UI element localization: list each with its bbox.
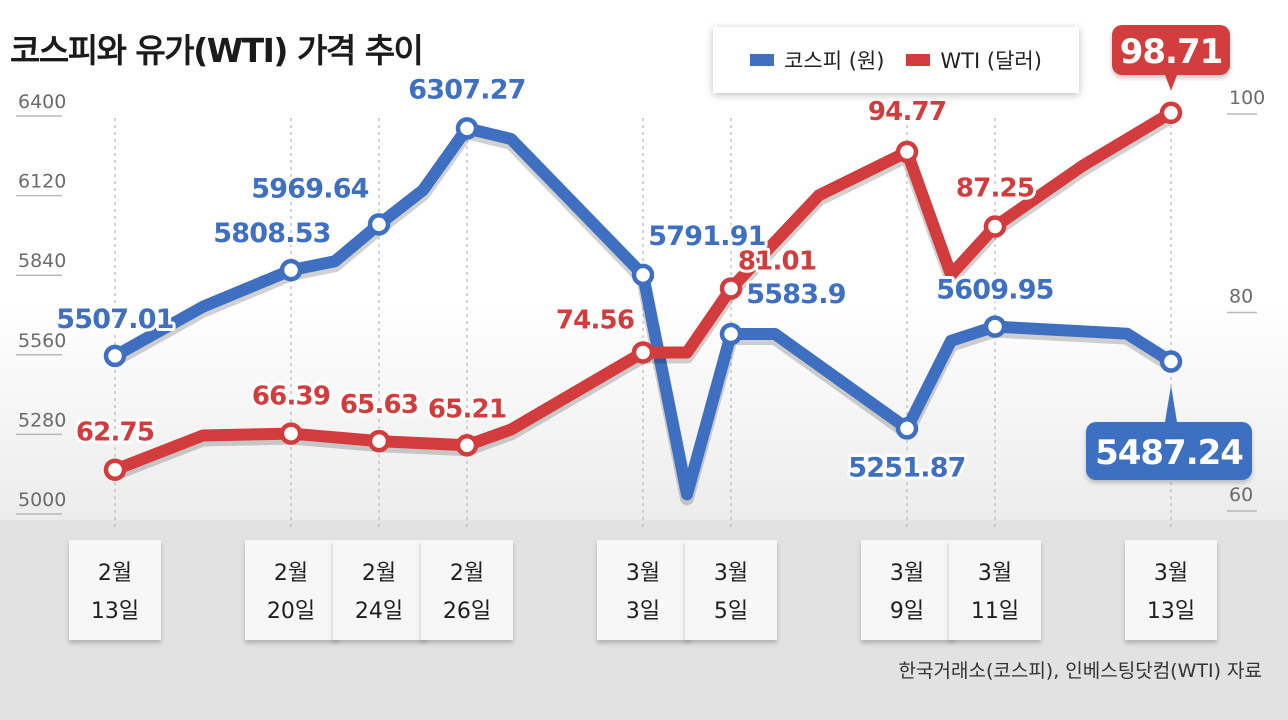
x-tick-label-month: 3월 [1154, 561, 1188, 586]
legend-label-wti: WTI (달러) [940, 49, 1042, 73]
data-label-kospi: 5507.01 [56, 304, 173, 335]
data-label-kospi: 5808.53 [213, 218, 330, 249]
data-label-kospi: 5969.64 [251, 173, 368, 204]
data-point-wti [631, 341, 655, 364]
y-right-tick-label: 100 [1229, 87, 1265, 109]
callout-box-wti [1112, 25, 1230, 75]
data-label-wti: 98.71 [1120, 32, 1223, 72]
y-left-tick-label: 5000 [18, 489, 66, 511]
y-right-tick-label: 80 [1229, 286, 1253, 308]
data-point-kospi [983, 315, 1007, 338]
data-point-wti [983, 215, 1007, 238]
data-point-kospi [279, 258, 303, 282]
data-label-kospi: 5251.87 [848, 452, 965, 483]
x-tick-card [861, 540, 953, 640]
data-point-kospi [455, 117, 479, 140]
legend-label-kospi: 코스피 (원) [784, 49, 885, 73]
y-left-tick-label: 6400 [18, 91, 66, 113]
data-point-kospi [719, 322, 743, 346]
data-point-kospi [103, 344, 127, 368]
x-tick-card [597, 540, 689, 640]
x-tick-label-month: 2월 [274, 561, 308, 586]
x-tick-label-month: 2월 [362, 561, 396, 586]
data-label-wti: 65.63 [340, 390, 418, 420]
callout-pointer-kospi [1165, 385, 1177, 422]
legend-swatch-kospi [750, 54, 775, 66]
series-line-wti [109, 106, 1177, 476]
y-left-tick-label: 5560 [18, 330, 66, 352]
source-note: 한국거래소(코스피), 인베스팅닷컴(WTI) 자료 [898, 660, 1262, 682]
legend-item-kospi: 코스피 (원) [750, 45, 884, 75]
data-point-kospi [1159, 350, 1183, 373]
chart-title: 코스피와 유가(WTI) 가격 추이 [10, 31, 424, 70]
data-point-wti [455, 434, 479, 457]
x-tick-card [245, 540, 337, 640]
data-point-wti [895, 140, 919, 164]
data-label-kospi: 5609.95 [936, 275, 1053, 306]
data-label-wti: 62.75 [76, 418, 154, 448]
y-right-tick-label: 60 [1229, 484, 1253, 506]
legend-item-wti: WTI (달러) [906, 45, 1042, 75]
x-tick-label-month: 3월 [626, 561, 660, 586]
x-tick-label-month: 3월 [714, 561, 748, 586]
data-point-wti [279, 422, 303, 445]
data-label-kospi: 6307.27 [408, 74, 525, 105]
x-tick-label-day: 26일 [443, 599, 491, 624]
legend-swatch-wti [906, 54, 931, 66]
data-label-wti: 74.56 [556, 305, 634, 335]
x-tick-label-day: 3일 [626, 599, 660, 624]
x-tick-card [685, 540, 777, 640]
data-point-kospi [631, 263, 655, 287]
x-tick-label-day: 5일 [714, 599, 748, 624]
y-left-tick-label: 6120 [18, 171, 66, 193]
data-point-kospi [895, 417, 919, 440]
data-point-wti [103, 458, 127, 481]
callout-pointer-wti [1165, 75, 1177, 91]
x-tick-card [69, 540, 161, 640]
data-point-wti [1159, 101, 1183, 125]
x-tick-card [949, 540, 1041, 640]
data-label-kospi: 5791.91 [648, 221, 765, 252]
data-point-wti [367, 429, 391, 453]
data-label-wti: 65.21 [428, 394, 506, 424]
x-tick-label-day: 11일 [971, 599, 1019, 624]
callout-box-kospi [1086, 422, 1252, 480]
data-label-wti: 81.01 [738, 246, 816, 276]
x-tick-label-day: 20일 [267, 599, 315, 624]
x-tick-label-month: 3월 [890, 561, 924, 586]
data-label-wti: 66.39 [252, 382, 330, 412]
x-tick-label-day: 24일 [355, 599, 403, 624]
data-point-wti [719, 277, 743, 300]
x-tick-card [333, 540, 425, 640]
x-tick-label-month: 3월 [978, 561, 1012, 586]
x-tick-label-day: 13일 [91, 599, 139, 624]
x-tick-label-day: 13일 [1147, 599, 1195, 624]
x-tick-label-month: 2월 [450, 561, 484, 586]
data-label-wti: 87.25 [956, 174, 1034, 204]
x-tick-card [421, 540, 513, 640]
data-label-kospi: 5583.9 [746, 279, 845, 310]
y-left-tick-label: 5280 [18, 409, 66, 431]
data-label-wti: 94.77 [868, 97, 946, 127]
legend: 코스피 (원) WTI (달러) [713, 27, 1079, 93]
data-label-kospi: 5487.24 [1095, 433, 1243, 473]
x-tick-label-month: 2월 [98, 561, 132, 586]
y-left-tick-label: 5840 [18, 250, 66, 272]
data-point-kospi [367, 213, 391, 236]
x-tick-card [1125, 540, 1217, 640]
x-tick-label-day: 9일 [890, 599, 924, 624]
